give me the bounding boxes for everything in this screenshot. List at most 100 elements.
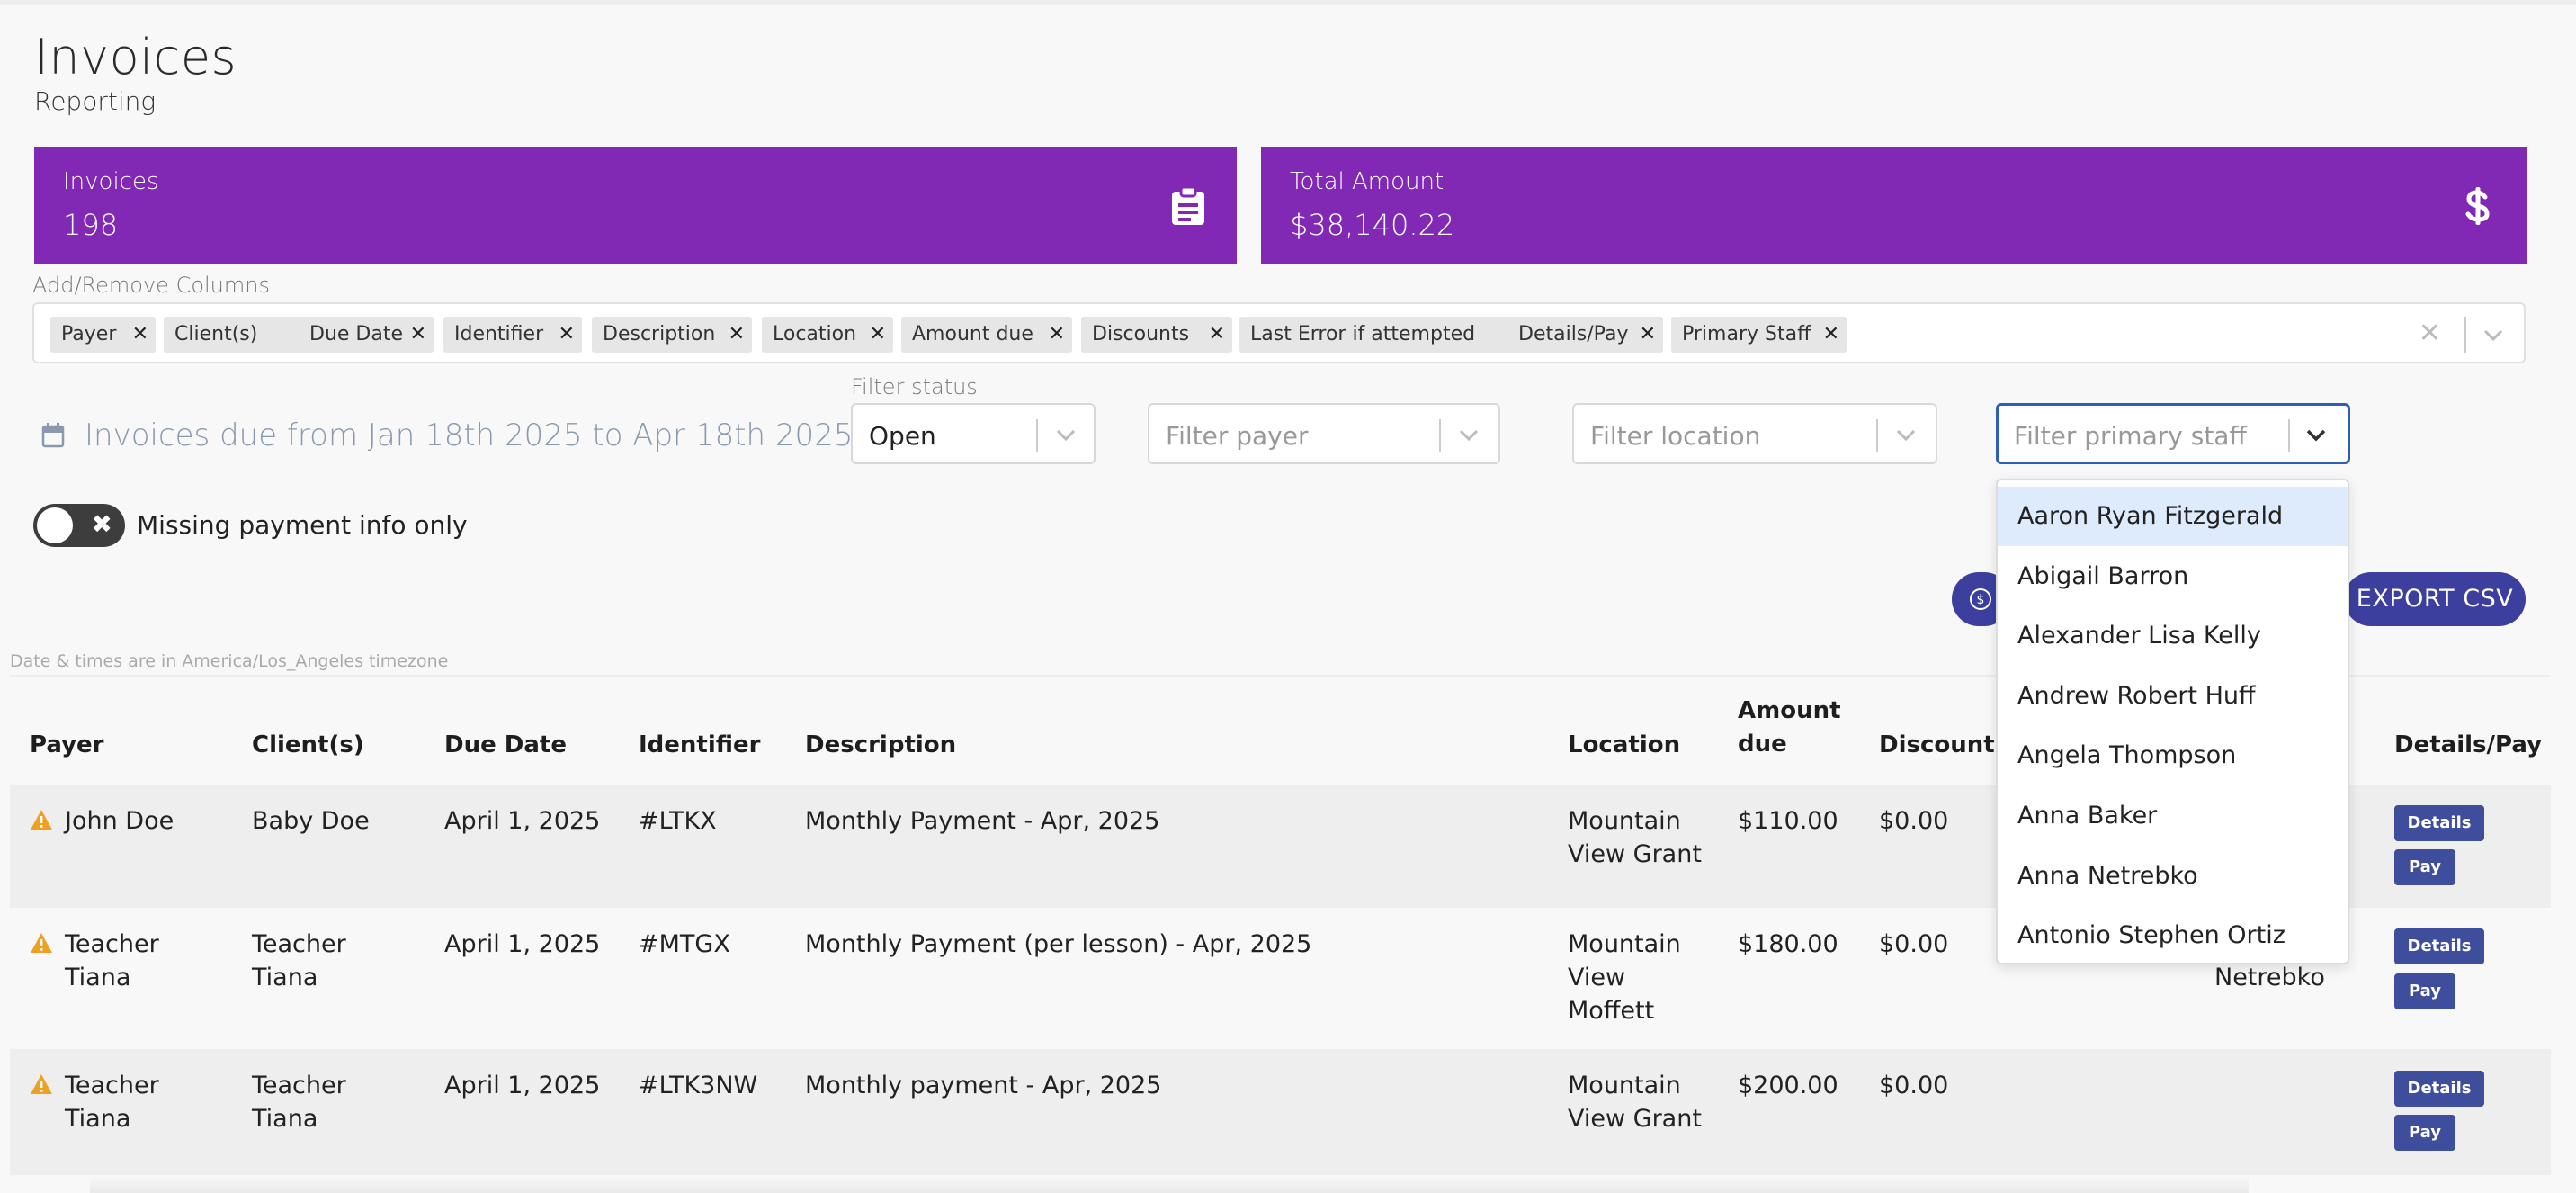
payer-select[interactable]: Filter payer: [1148, 403, 1500, 464]
column-chip-clients[interactable]: Client(s)✕: [164, 317, 323, 353]
calendar-icon[interactable]: [41, 423, 65, 448]
remove-icon[interactable]: ✕: [558, 323, 575, 345]
client-line: Teacher: [252, 930, 346, 958]
chip-label: Client(s): [174, 323, 258, 345]
location-select[interactable]: Filter location: [1572, 403, 1937, 464]
pay-button[interactable]: Pay: [2394, 1115, 2455, 1151]
staff-option[interactable]: Alexander Lisa Kelly: [2017, 622, 2261, 650]
remove-icon[interactable]: ✕: [409, 323, 426, 345]
column-chip-details-pay[interactable]: Details/Pay ✕: [1507, 317, 1663, 353]
cell-amount: $180.00: [1738, 930, 1838, 958]
column-chip-amount-due[interactable]: Amount due ✕: [901, 317, 1072, 353]
primary-staff-dropdown-menu[interactable]: Aaron Ryan Fitzgerald Abigail Barron Ale…: [1996, 479, 2349, 964]
export-csv-button[interactable]: EXPORT CSV: [2344, 572, 2526, 626]
chevron-down-icon[interactable]: [1054, 423, 1078, 446]
cell-identifier: #LTKX: [639, 807, 717, 835]
staff-option[interactable]: Anna Baker: [2017, 802, 2158, 830]
cell-clients: Teacher Tiana: [252, 1069, 346, 1135]
remove-icon[interactable]: ✕: [869, 323, 886, 345]
column-chip-identifier[interactable]: Identifier ✕: [443, 317, 582, 353]
chip-label: Last Error if attempted: [1250, 323, 1476, 345]
header-discounts[interactable]: Discounts: [1879, 731, 2009, 758]
chip-label: Identifier: [454, 323, 544, 345]
chip-label: Payer: [61, 323, 117, 345]
remove-icon[interactable]: ✕: [728, 323, 745, 345]
staff-option[interactable]: Anna Netrebko: [2017, 862, 2198, 890]
client-line: Tiana: [252, 964, 318, 991]
payer-line: Teacher: [65, 1072, 159, 1099]
remove-icon[interactable]: ✕: [131, 323, 148, 345]
header-due-date[interactable]: Due Date: [444, 731, 567, 758]
header-identifier[interactable]: Identifier: [639, 731, 761, 758]
column-chip-discounts[interactable]: Discounts ✕: [1081, 317, 1232, 353]
payer-placeholder: Filter payer: [1166, 421, 1309, 451]
details-button[interactable]: Details: [2394, 805, 2484, 841]
divider: [1876, 419, 1878, 452]
column-chip-location[interactable]: Location ✕: [762, 317, 893, 353]
cell-discounts: $0.00: [1879, 930, 1949, 958]
header-details-pay[interactable]: Details/Pay: [2394, 731, 2543, 758]
divider: [1036, 419, 1038, 452]
column-chip-due-date[interactable]: Due Date ✕: [299, 317, 434, 353]
divider: [10, 675, 2551, 677]
header-amount-due[interactable]: Amount due: [1738, 695, 1841, 761]
cell-payer: Teacher Tiana: [65, 928, 159, 994]
remove-icon[interactable]: ✕: [1208, 323, 1225, 345]
cell-identifier: #MTGX: [639, 930, 730, 958]
details-button[interactable]: Details: [2394, 1071, 2484, 1107]
columns-label: Add/Remove Columns: [32, 273, 270, 298]
chevron-down-icon[interactable]: [1894, 423, 1918, 446]
status-select[interactable]: Open: [851, 403, 1096, 464]
staff-option[interactable]: Abigail Barron: [2017, 562, 2189, 590]
warning-icon: [31, 1074, 52, 1094]
header-clients[interactable]: Client(s): [252, 731, 364, 758]
chevron-down-icon[interactable]: [1457, 423, 1480, 446]
status-value: Open: [869, 421, 936, 451]
cell-discounts: $0.00: [1879, 807, 1949, 835]
date-range-picker[interactable]: Invoices due from Jan 18th 2025 to Apr 1…: [85, 417, 854, 453]
column-chip-primary-staff[interactable]: Primary Staff ✕: [1671, 317, 1847, 353]
primary-staff-select[interactable]: Filter primary staff: [1996, 403, 2350, 464]
timezone-note: Date & times are in America/Los_Angeles …: [10, 651, 449, 671]
remove-icon[interactable]: ✕: [1048, 323, 1065, 345]
chip-label: Due Date: [309, 323, 403, 345]
staff-option[interactable]: Andrew Robert Huff: [2017, 682, 2256, 710]
divider: [2464, 317, 2466, 353]
column-chip-last-error[interactable]: Last Error if attempted✕: [1239, 317, 1536, 353]
header-payer[interactable]: Payer: [30, 731, 104, 758]
pay-button[interactable]: Pay: [2394, 973, 2455, 1009]
cell-amount: $200.00: [1738, 1072, 1838, 1099]
cell-identifier: #LTK3NW: [639, 1072, 758, 1099]
cell-payer: Teacher Tiana: [65, 1069, 159, 1135]
column-chip-payer[interactable]: Payer ✕: [50, 317, 156, 353]
table-row: [10, 1049, 2551, 1175]
top-bar: [0, 0, 2576, 5]
details-button[interactable]: Details: [2394, 928, 2484, 964]
divider: [2288, 419, 2290, 452]
header-amount-line2: due: [1738, 731, 1787, 758]
staff-option[interactable]: Antonio Stephen Ortiz: [2017, 921, 2285, 949]
header-description[interactable]: Description: [805, 731, 957, 758]
column-chip-description[interactable]: Description ✕: [592, 317, 752, 353]
chevron-down-icon[interactable]: [2304, 423, 2328, 446]
staff-option[interactable]: Angela Thompson: [2017, 741, 2237, 769]
cell-description: Monthly Payment - Apr, 2025: [805, 807, 1160, 835]
chevron-down-icon[interactable]: [2481, 322, 2506, 347]
missing-payment-label: Missing payment info only: [137, 510, 468, 540]
cell-description: Monthly payment - Apr, 2025: [805, 1072, 1162, 1099]
remove-icon[interactable]: ✕: [1639, 323, 1656, 345]
location-placeholder: Filter location: [1590, 421, 1761, 451]
header-location[interactable]: Location: [1568, 731, 1681, 758]
pay-button[interactable]: Pay: [2394, 849, 2455, 885]
total-amount-label: Total Amount: [1290, 168, 1445, 195]
missing-payment-toggle[interactable]: ✖: [33, 504, 125, 547]
page-title: Invoices: [34, 29, 237, 85]
total-amount-value: $38,140.22: [1290, 208, 1455, 242]
staff-option[interactable]: Aaron Ryan Fitzgerald: [1998, 487, 2348, 546]
bottom-shadow: [90, 1175, 2249, 1193]
columns-multiselect[interactable]: Payer✕ Client(s)✕ Due Date✕ Identifier✕ …: [32, 302, 2526, 363]
chip-label: Description: [603, 323, 716, 345]
cell-amount: $110.00: [1738, 807, 1838, 835]
clear-icon[interactable]: ✕: [2418, 318, 2441, 349]
remove-icon[interactable]: ✕: [1822, 323, 1839, 345]
